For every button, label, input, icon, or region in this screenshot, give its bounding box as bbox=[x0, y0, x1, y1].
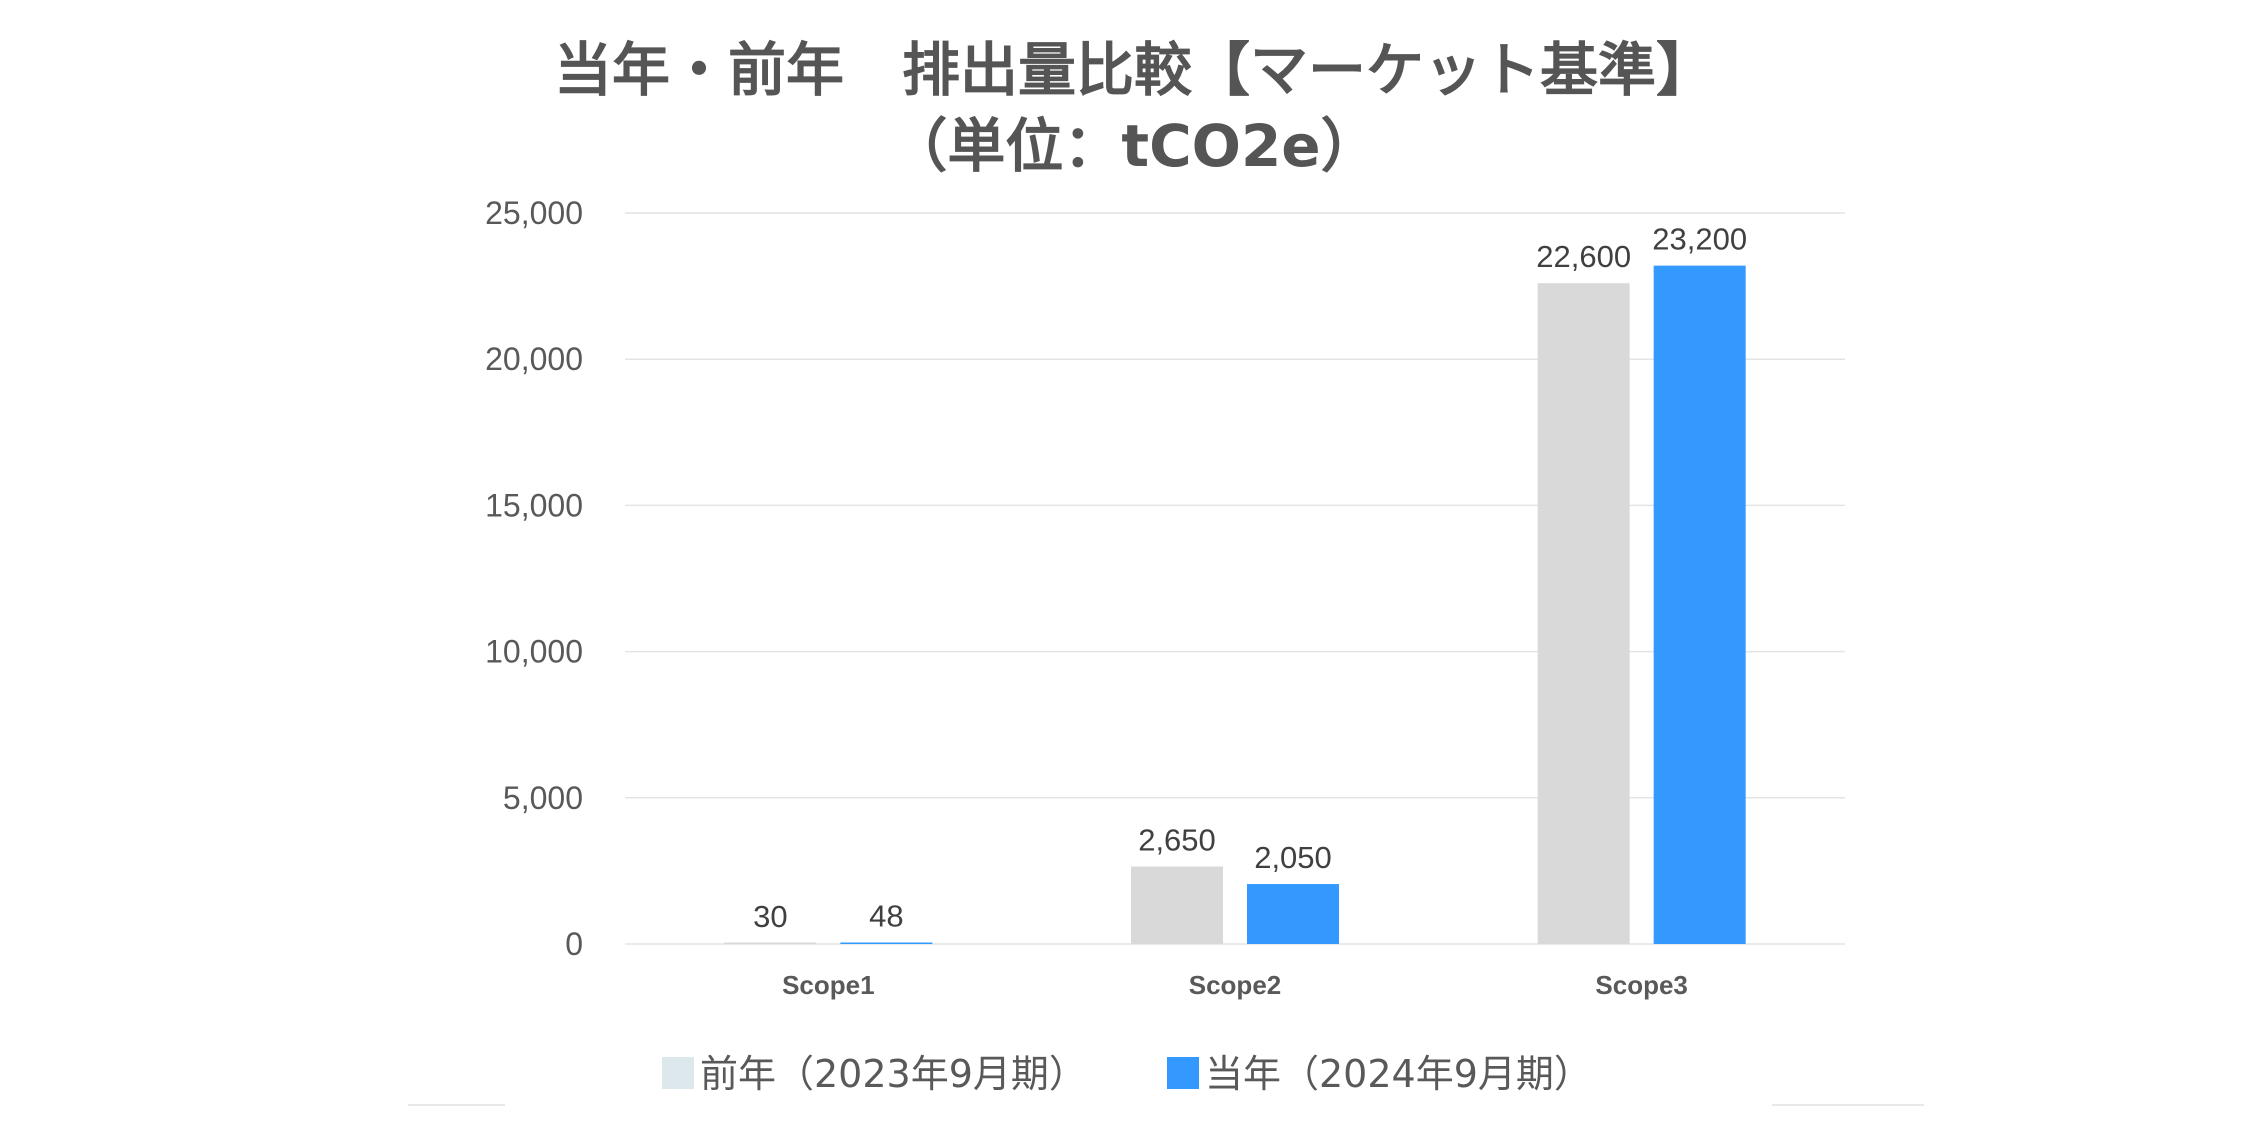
x-category-label: Scope2 bbox=[1189, 970, 1282, 1000]
bar-scope1-series-2 bbox=[840, 942, 933, 944]
data-label: 2,650 bbox=[1138, 823, 1216, 858]
y-tick-label: 5,000 bbox=[503, 780, 583, 816]
x-category-label: Scope1 bbox=[782, 970, 875, 1000]
bar-scope3-series-2 bbox=[1653, 265, 1746, 945]
bar-scope1-series-1 bbox=[724, 942, 817, 944]
chart-title-line1: 当年・前年 排出量比較【マーケット基準】 bbox=[554, 36, 1714, 104]
bars bbox=[724, 265, 1746, 945]
bar-scope3-series-1 bbox=[1537, 283, 1630, 944]
y-axis-ticks: 0 5,000 10,000 15,000 20,000 25,000 bbox=[485, 195, 583, 962]
legend-label: 前年（2023年9月期） bbox=[700, 1052, 1087, 1096]
y-tick-label: 0 bbox=[565, 926, 583, 962]
legend-swatch bbox=[662, 1057, 694, 1089]
data-labels: 30 48 2,650 2,050 22,600 23,200 bbox=[753, 222, 1747, 934]
gridlines bbox=[625, 212, 1845, 945]
x-category-label: Scope3 bbox=[1595, 970, 1688, 1000]
y-tick-label: 25,000 bbox=[485, 195, 583, 231]
y-tick-label: 20,000 bbox=[485, 341, 583, 377]
bar-scope2-series-2 bbox=[1247, 884, 1339, 944]
chart-title: 当年・前年 排出量比較【マーケット基準】 （単位：tCO2e） bbox=[554, 36, 1714, 180]
x-axis-categories: Scope1 Scope2 Scope3 bbox=[782, 970, 1688, 1000]
data-label: 22,600 bbox=[1536, 239, 1631, 274]
legend-label: 当年（2024年9月期） bbox=[1205, 1052, 1592, 1096]
chart-title-line2: （単位：tCO2e） bbox=[889, 112, 1378, 180]
data-label: 30 bbox=[753, 899, 787, 934]
data-label: 48 bbox=[869, 899, 903, 934]
data-label: 23,200 bbox=[1652, 222, 1747, 257]
y-tick-label: 10,000 bbox=[485, 634, 583, 670]
data-label: 2,050 bbox=[1254, 840, 1332, 875]
legend: 前年（2023年9月期） 当年（2024年9月期） bbox=[662, 1052, 1592, 1096]
bar-scope2-series-1 bbox=[1131, 866, 1223, 944]
y-tick-label: 15,000 bbox=[485, 487, 583, 523]
legend-swatch bbox=[1167, 1057, 1199, 1089]
